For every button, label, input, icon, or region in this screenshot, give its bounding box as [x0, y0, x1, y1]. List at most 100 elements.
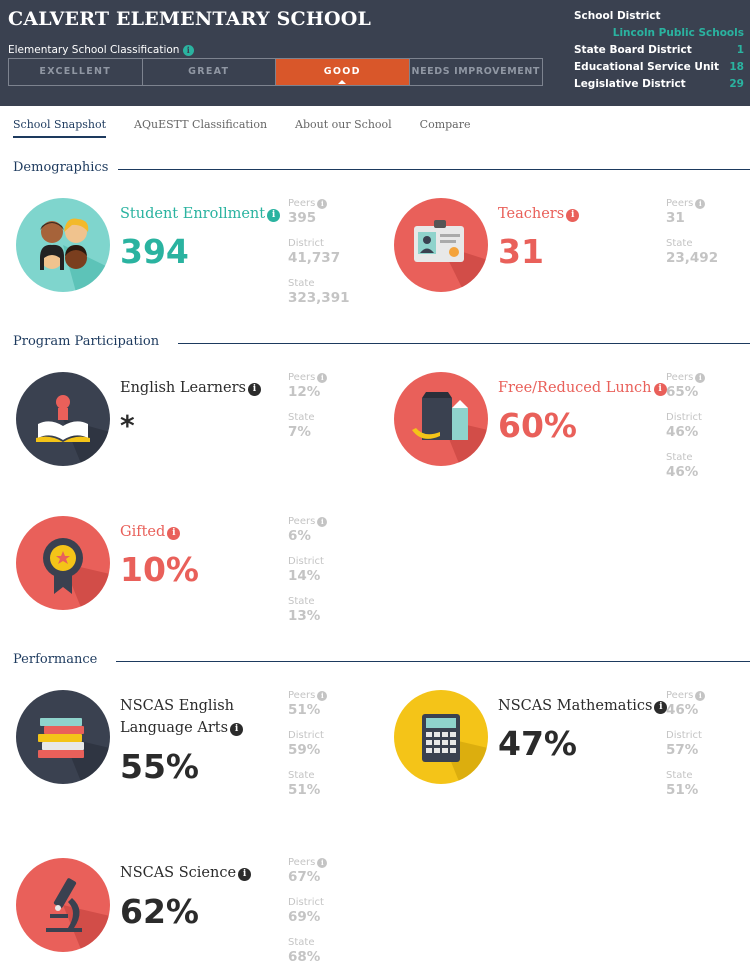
- info-icon[interactable]: i: [317, 858, 328, 868]
- state-board-value: 1: [736, 44, 744, 56]
- district-value: 14%: [288, 568, 321, 584]
- state-value: 13%: [288, 608, 321, 624]
- peers-label: Peers i: [666, 372, 746, 384]
- info-icon[interactable]: i: [167, 527, 181, 540]
- esu-label: Educational Service Unit: [574, 61, 720, 73]
- lunch-title: Free/Reduced Lunch i: [498, 377, 667, 399]
- info-icon[interactable]: i: [695, 199, 706, 209]
- district-label: District: [288, 556, 324, 567]
- gifted-value: 10%: [120, 550, 199, 589]
- enrollment-title: Student Enrollment i: [120, 203, 281, 225]
- section-demographics: Demographics: [13, 160, 109, 175]
- classification-excellent[interactable]: EXCELLENT: [9, 59, 143, 85]
- peers-label: Peers i: [666, 198, 746, 210]
- english-learners-comparison: Peers i 12% State 7%: [288, 372, 368, 452]
- microscope-icon: [16, 858, 110, 952]
- state-label: State: [288, 937, 315, 948]
- info-icon[interactable]: i: [267, 209, 281, 222]
- tab-school-snapshot[interactable]: School Snapshot: [13, 118, 107, 138]
- state-label: State: [288, 596, 315, 607]
- info-icon[interactable]: i: [653, 383, 667, 396]
- ela-title: NSCAS English Language Arts i: [120, 695, 244, 739]
- state-label: State: [288, 278, 315, 289]
- info-icon[interactable]: i: [317, 373, 328, 383]
- teachers-comparison: Peers i 31 State 23,492: [666, 198, 746, 278]
- state-value: 51%: [666, 782, 699, 798]
- science-value: 62%: [120, 892, 199, 931]
- info-icon[interactable]: i: [317, 199, 328, 209]
- science-title: NSCAS Science i: [120, 862, 252, 884]
- state-value: 68%: [288, 949, 321, 965]
- peers-value: 6%: [288, 528, 311, 544]
- math-title: NSCAS Mathematics i: [498, 695, 668, 717]
- peers-value: 51%: [288, 702, 321, 718]
- district-label: District: [666, 730, 702, 741]
- state-value: 7%: [288, 424, 311, 440]
- peers-value: 395: [288, 210, 317, 226]
- peers-value: 67%: [288, 869, 321, 885]
- state-label: State: [288, 412, 315, 423]
- info-icon[interactable]: i: [238, 868, 252, 881]
- enrollment-value: 394: [120, 232, 189, 271]
- peers-label: Peers i: [288, 516, 368, 528]
- state-value: 23,492: [666, 250, 719, 266]
- district-value: 41,737: [288, 250, 341, 266]
- district-label: District: [666, 412, 702, 423]
- peers-label: Peers i: [666, 690, 746, 702]
- teachers-value: 31: [498, 232, 544, 271]
- calculator-icon: [394, 690, 488, 784]
- district-info: School District Lincoln Public Schools S…: [574, 8, 744, 93]
- classification-needs-improvement[interactable]: NEEDS IMPROVEMENT: [411, 66, 540, 77]
- district-value: 59%: [288, 742, 321, 758]
- nav-tabs: School Snapshot AQuESTT Classification A…: [13, 118, 499, 138]
- students-icon: [16, 198, 110, 292]
- english-learners-title: English Learners i: [120, 377, 261, 399]
- peers-label: Peers i: [288, 372, 368, 384]
- ela-value: 55%: [120, 747, 199, 786]
- classification-great[interactable]: GREAT: [143, 59, 276, 85]
- district-label: District: [288, 238, 324, 249]
- ela-comparison: Peers i 51% District 59% State 51%: [288, 690, 368, 810]
- gifted-title: Gifted i: [120, 521, 181, 543]
- info-icon[interactable]: i: [695, 373, 706, 383]
- tab-about-our-school[interactable]: About our School: [295, 118, 392, 131]
- state-board-label: State Board District: [574, 44, 692, 56]
- district-value: 69%: [288, 909, 321, 925]
- state-label: State: [666, 770, 693, 781]
- info-icon[interactable]: i: [230, 723, 244, 736]
- school-district-value[interactable]: Lincoln Public Schools: [612, 27, 744, 39]
- info-icon[interactable]: i: [695, 691, 706, 701]
- tab-compare[interactable]: Compare: [419, 118, 471, 131]
- district-value: 46%: [666, 424, 699, 440]
- school-header: CALVERT ELEMENTARY SCHOOL Elementary Sch…: [0, 0, 750, 106]
- district-label: District: [288, 730, 324, 741]
- english-learners-value: *: [120, 409, 135, 442]
- info-icon[interactable]: i: [247, 383, 261, 396]
- district-value: 57%: [666, 742, 699, 758]
- state-value: 46%: [666, 464, 699, 480]
- teachers-title: Teachers i: [498, 203, 580, 225]
- peers-value: 46%: [666, 702, 699, 718]
- lunch-value: 60%: [498, 406, 577, 445]
- section-divider: [116, 661, 750, 662]
- state-value: 51%: [288, 782, 321, 798]
- classification-good[interactable]: GOOD: [276, 59, 410, 85]
- info-icon[interactable]: i: [317, 517, 328, 527]
- section-divider: [178, 343, 750, 344]
- info-icon[interactable]: i: [566, 209, 580, 222]
- peers-label: Peers i: [288, 857, 368, 869]
- enrollment-comparison: Peers i 395 District 41,737 State 323,391: [288, 198, 368, 318]
- school-district-label: School District: [574, 10, 661, 22]
- tab-aquestt-classification[interactable]: AQuESTT Classification: [134, 118, 268, 131]
- open-book-icon: [16, 372, 110, 466]
- math-value: 47%: [498, 724, 577, 763]
- info-icon[interactable]: i: [654, 701, 668, 714]
- info-icon[interactable]: i: [317, 691, 328, 701]
- ribbon-award-icon: [16, 516, 110, 610]
- section-performance: Performance: [13, 652, 98, 667]
- info-icon[interactable]: i: [182, 45, 194, 56]
- state-label: State: [288, 770, 315, 781]
- math-comparison: Peers i 46% District 57% State 51%: [666, 690, 746, 810]
- school-name: CALVERT ELEMENTARY SCHOOL: [8, 8, 372, 30]
- science-comparison: Peers i 67% District 69% State 68%: [288, 857, 368, 977]
